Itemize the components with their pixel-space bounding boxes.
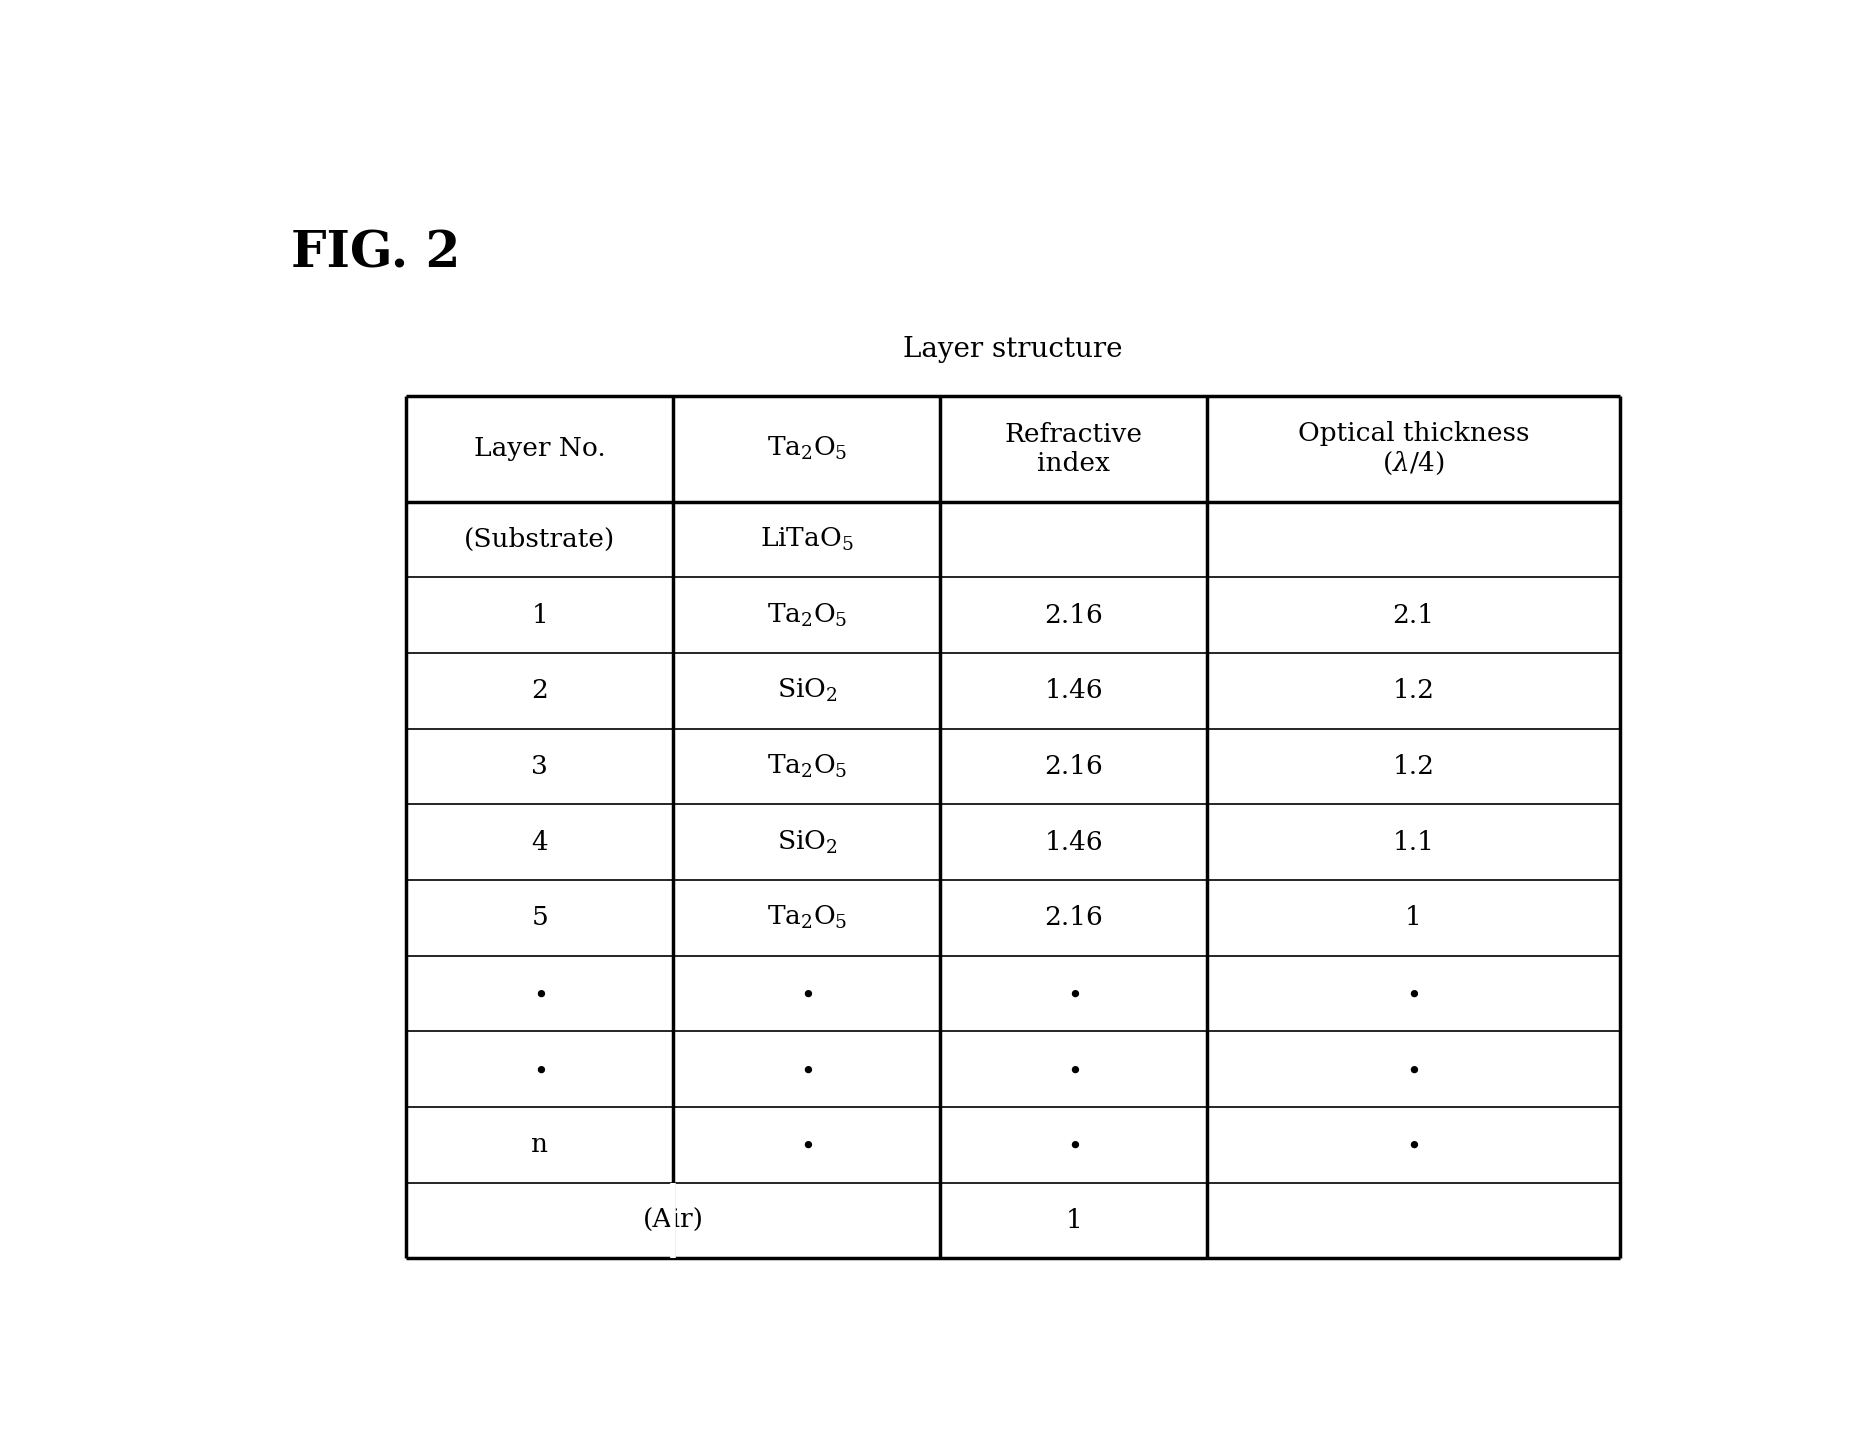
Text: n: n (531, 1133, 548, 1157)
Text: 2: 2 (531, 678, 548, 704)
Text: 2.16: 2.16 (1044, 603, 1103, 627)
Text: SiO$_2$: SiO$_2$ (777, 828, 837, 855)
Text: 4: 4 (531, 829, 548, 854)
Text: $\bullet$: $\bullet$ (533, 981, 546, 1006)
Text: $\bullet$: $\bullet$ (1407, 1133, 1420, 1157)
Text: Optical thickness
($\lambda$/4): Optical thickness ($\lambda$/4) (1297, 420, 1528, 477)
Text: 2.16: 2.16 (1044, 754, 1103, 779)
Text: Ta$_2$O$_5$: Ta$_2$O$_5$ (766, 435, 846, 462)
Text: 1.2: 1.2 (1392, 754, 1435, 779)
Text: Layer structure: Layer structure (904, 335, 1122, 363)
Text: Ta$_2$O$_5$: Ta$_2$O$_5$ (766, 753, 846, 780)
Text: $\bullet$: $\bullet$ (1068, 1133, 1079, 1157)
Text: 1.46: 1.46 (1044, 678, 1103, 704)
Text: $\bullet$: $\bullet$ (1407, 1056, 1420, 1082)
Text: 2.16: 2.16 (1044, 905, 1103, 931)
Text: 1.46: 1.46 (1044, 829, 1103, 854)
Text: $\bullet$: $\bullet$ (533, 1056, 546, 1082)
Text: (Substrate): (Substrate) (464, 527, 615, 552)
Text: $\bullet$: $\bullet$ (802, 981, 813, 1006)
Text: FIG. 2: FIG. 2 (291, 230, 460, 277)
Text: Layer No.: Layer No. (473, 436, 606, 461)
Text: LiTaO$_5$: LiTaO$_5$ (761, 526, 854, 553)
Text: $\bullet$: $\bullet$ (1407, 981, 1420, 1006)
Text: $\bullet$: $\bullet$ (1068, 1056, 1079, 1082)
Text: $\bullet$: $\bullet$ (1068, 981, 1079, 1006)
Text: 1: 1 (531, 603, 548, 627)
Text: 5: 5 (531, 905, 548, 931)
Text: 3: 3 (531, 754, 548, 779)
Text: $\bullet$: $\bullet$ (802, 1133, 813, 1157)
Text: 1: 1 (1066, 1208, 1083, 1233)
Text: $\bullet$: $\bullet$ (802, 1056, 813, 1082)
Text: 1: 1 (1405, 905, 1422, 931)
Text: 2.1: 2.1 (1392, 603, 1435, 627)
Text: Ta$_2$O$_5$: Ta$_2$O$_5$ (766, 905, 846, 932)
Text: (Air): (Air) (643, 1208, 705, 1233)
Text: Refractive
index: Refractive index (1005, 422, 1143, 475)
Text: SiO$_2$: SiO$_2$ (777, 678, 837, 704)
Text: 1.1: 1.1 (1392, 829, 1435, 854)
Text: 1.2: 1.2 (1392, 678, 1435, 704)
Text: Ta$_2$O$_5$: Ta$_2$O$_5$ (766, 601, 846, 629)
